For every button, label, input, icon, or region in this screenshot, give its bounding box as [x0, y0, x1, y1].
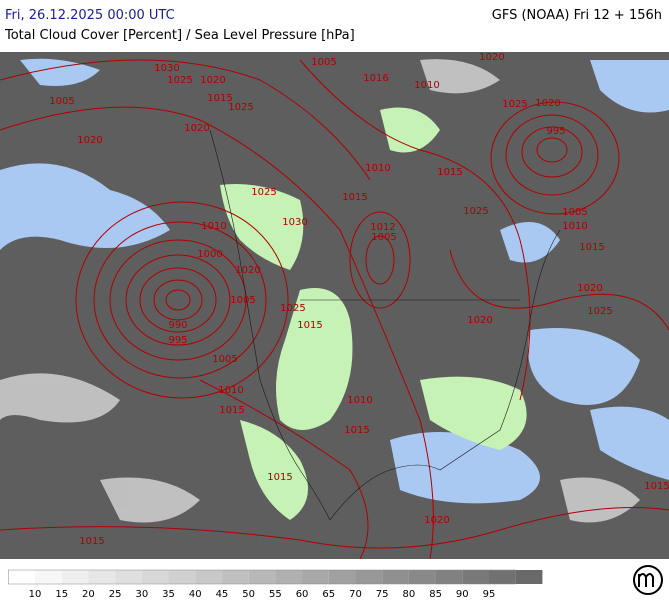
isobar-label: 1016: [363, 73, 388, 84]
colorbar-tick-label: 35: [162, 589, 175, 600]
colorbar-swatch: [248, 570, 276, 584]
isobar-label: 1010: [414, 80, 439, 91]
logo: [633, 565, 663, 595]
colorbar-swatch: [141, 570, 169, 584]
isobar-label: 1005: [212, 354, 237, 365]
isobar-label: 1030: [282, 217, 307, 228]
colorbar-swatch: [489, 570, 516, 584]
isobar-label: 1025: [463, 206, 488, 217]
colorbar-tick-label: 60: [296, 589, 309, 600]
colorbar-swatch: [435, 570, 463, 584]
isobar-label: 1025: [251, 187, 276, 198]
colorbar-swatch: [462, 570, 489, 584]
colorbar-tick-label: 95: [483, 589, 496, 600]
colorbar: 10 15 20 25 30 35 40 45 50 55 60 65 70 75 80 85 90 95: [8, 569, 543, 600]
colorbar-tick-label: 50: [242, 589, 255, 600]
colorbar-tick-label: 10: [29, 589, 42, 600]
colorbar-swatch: [35, 570, 62, 584]
colorbar-swatch: [355, 570, 383, 584]
isobar-label: 1020: [184, 123, 209, 134]
isobar-label: 1020: [577, 283, 602, 294]
colorbar-tick-label: 70: [349, 589, 362, 600]
colorbar-swatch: [382, 570, 409, 584]
colorbar-tick-label: 45: [216, 589, 229, 600]
colorbar-tick-label: 85: [429, 589, 442, 600]
colorbar-swatch: [8, 570, 36, 584]
isobar-label: 1015: [79, 536, 104, 547]
isobar-label: 1015: [219, 405, 244, 416]
isobar-label: 1005: [311, 57, 336, 68]
isobar-label: 995: [168, 335, 187, 346]
colorbar-swatch: [61, 570, 89, 584]
colorbar-swatch: [275, 570, 303, 584]
colorbar-swatch: [115, 570, 142, 584]
colorbar-frame: [8, 569, 516, 585]
isobar-label: 1020: [467, 315, 492, 326]
isobar-label: 1020: [535, 98, 560, 109]
isobar-label: 1010: [347, 395, 372, 406]
colorbar-swatch: [515, 570, 543, 584]
isobar-label: 1020: [479, 52, 504, 63]
isobar-label: 1015: [437, 167, 462, 178]
isobar-label: 1012: [370, 222, 395, 233]
isobar-label: 995: [546, 126, 565, 137]
isobar-label: 1015: [344, 425, 369, 436]
colorbar-tick-label: 75: [376, 589, 389, 600]
isobar-label: 1010: [201, 221, 226, 232]
clear-ocean: [0, 58, 669, 504]
isobar-label: 1010: [365, 163, 390, 174]
colorbar-swatch: [408, 570, 436, 584]
valid-time: Fri, 26.12.2025 00:00 UTC: [5, 8, 175, 23]
isobar-label: 1005: [230, 295, 255, 306]
isobar-label: 1025: [502, 99, 527, 110]
isobar-label: 1025: [280, 303, 305, 314]
colorbar-swatch: [328, 570, 356, 584]
colorbar-tick-label: 65: [322, 589, 335, 600]
colorbar-swatch: [302, 570, 329, 584]
isobar-label: 1010: [218, 385, 243, 396]
colorbar-swatch: [221, 570, 249, 584]
coastlines: [209, 129, 561, 521]
colorbar-swatch: [88, 570, 116, 584]
isobar-label: 1015: [267, 472, 292, 483]
isobar-label: 1005: [562, 207, 587, 218]
colorbar-tick-label: 15: [55, 589, 68, 600]
isobar-label: 1005: [371, 232, 396, 243]
colorbar-swatch: [195, 570, 222, 584]
model-run: GFS (NOAA) Fri 12 + 156h: [492, 8, 662, 23]
isobar-label: 1015: [207, 93, 232, 104]
isobar-label: 1005: [49, 96, 74, 107]
subtitle: Total Cloud Cover [Percent] / Sea Level …: [4, 28, 355, 43]
isobar-label: 1015: [297, 320, 322, 331]
clear-land: [220, 107, 527, 520]
isobar-label: 1025: [587, 306, 612, 317]
isobar-label: 1020: [200, 75, 225, 86]
thin-cloud: [0, 59, 640, 523]
isobar-label: 1015: [579, 242, 604, 253]
isobar-label: 1030: [154, 63, 179, 74]
isobar-label: 990: [168, 320, 187, 331]
colorbar-tick-label: 90: [456, 589, 469, 600]
colorbar-swatch: [168, 570, 196, 584]
isobar-label: 1020: [77, 135, 102, 146]
isobar-label: 1010: [562, 221, 587, 232]
isobar-label: 1015: [644, 481, 669, 492]
colorbar-tick-label: 25: [109, 589, 122, 600]
colorbar-tick-label: 30: [135, 589, 148, 600]
isobar-label: 1025: [228, 102, 253, 113]
colorbar-tick-label: 55: [269, 589, 282, 600]
colorbar-tick-label: 20: [82, 589, 95, 600]
isobar-label: 1020: [424, 515, 449, 526]
isobar-label: 1025: [167, 75, 192, 86]
isobar-label: 1000: [197, 249, 222, 260]
isobar-label: 1015: [342, 192, 367, 203]
colorbar-tick-label: 80: [403, 589, 416, 600]
isobar-label: 1020: [235, 265, 260, 276]
colorbar-tick-label: 40: [189, 589, 202, 600]
